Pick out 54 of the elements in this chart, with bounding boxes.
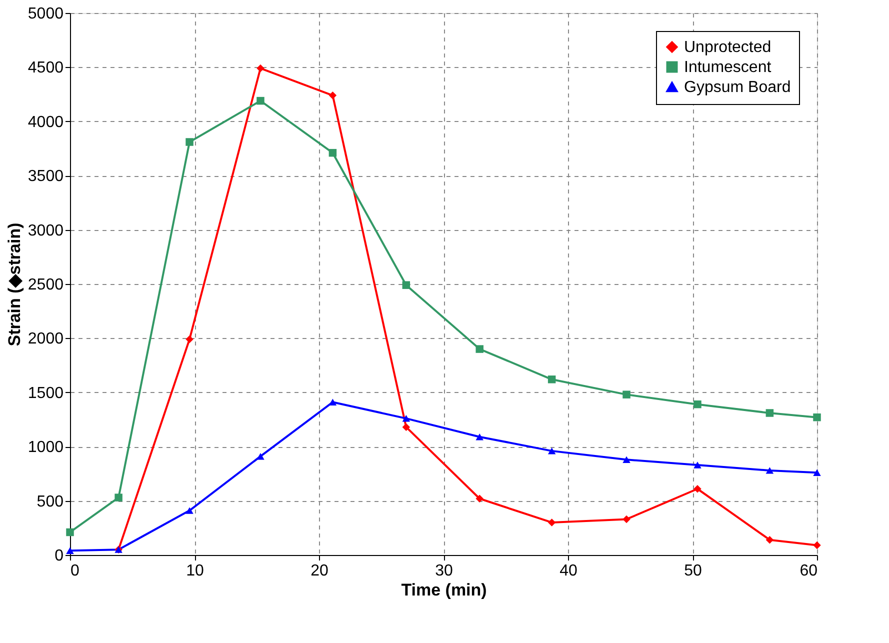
point bbox=[328, 148, 337, 157]
x-tick-label: 0 bbox=[70, 562, 80, 580]
point bbox=[622, 456, 630, 463]
point bbox=[813, 469, 821, 476]
point bbox=[114, 494, 122, 502]
point bbox=[548, 518, 556, 526]
point bbox=[548, 376, 556, 384]
point bbox=[766, 409, 774, 417]
point bbox=[694, 485, 702, 493]
point bbox=[328, 92, 337, 100]
point bbox=[813, 413, 821, 422]
y-tick-label: 3000 bbox=[28, 222, 64, 240]
x-tick-label: 50 bbox=[684, 562, 702, 580]
y-tick-label: 4500 bbox=[28, 60, 64, 77]
point bbox=[256, 96, 264, 105]
point bbox=[256, 453, 264, 460]
point bbox=[813, 541, 821, 550]
y-tick-label: 3500 bbox=[28, 168, 64, 186]
point bbox=[402, 415, 410, 422]
y-tick-label: 500 bbox=[36, 493, 64, 510]
point bbox=[622, 390, 630, 398]
y-tick-label: 1000 bbox=[28, 439, 64, 456]
y-tick-label: 5000 bbox=[28, 6, 64, 22]
point bbox=[402, 281, 410, 289]
point bbox=[548, 448, 556, 454]
y-tick-label: 1500 bbox=[28, 384, 64, 402]
y-axis-title: Strain (◆strain) bbox=[4, 222, 24, 346]
point bbox=[766, 536, 774, 544]
point bbox=[66, 528, 74, 536]
legend-label: Gypsum Board bbox=[684, 79, 791, 96]
point bbox=[622, 515, 630, 524]
point bbox=[256, 64, 264, 72]
point bbox=[476, 345, 484, 353]
legend-label: Intumescent bbox=[684, 59, 772, 76]
y-tick-label: 2500 bbox=[28, 276, 64, 294]
x-tick-label: 40 bbox=[560, 562, 578, 580]
x-tick-label: 20 bbox=[310, 562, 328, 580]
point bbox=[694, 400, 702, 408]
legend-label: Unprotected bbox=[684, 39, 772, 56]
point bbox=[694, 462, 702, 468]
x-axis-title: Time (min) bbox=[401, 580, 487, 600]
point bbox=[186, 507, 194, 514]
point bbox=[186, 335, 194, 344]
point bbox=[476, 494, 484, 503]
point bbox=[476, 433, 484, 440]
point bbox=[402, 423, 410, 431]
x-tick-label: 30 bbox=[435, 562, 453, 580]
y-tick-label: 4000 bbox=[28, 114, 64, 131]
point bbox=[766, 467, 774, 474]
x-tick-label: 10 bbox=[186, 562, 204, 580]
y-tick-label: 2000 bbox=[28, 330, 64, 348]
point bbox=[186, 138, 194, 146]
x-tick-label: 60 bbox=[800, 562, 818, 580]
y-tick-label: 0 bbox=[54, 548, 64, 564]
